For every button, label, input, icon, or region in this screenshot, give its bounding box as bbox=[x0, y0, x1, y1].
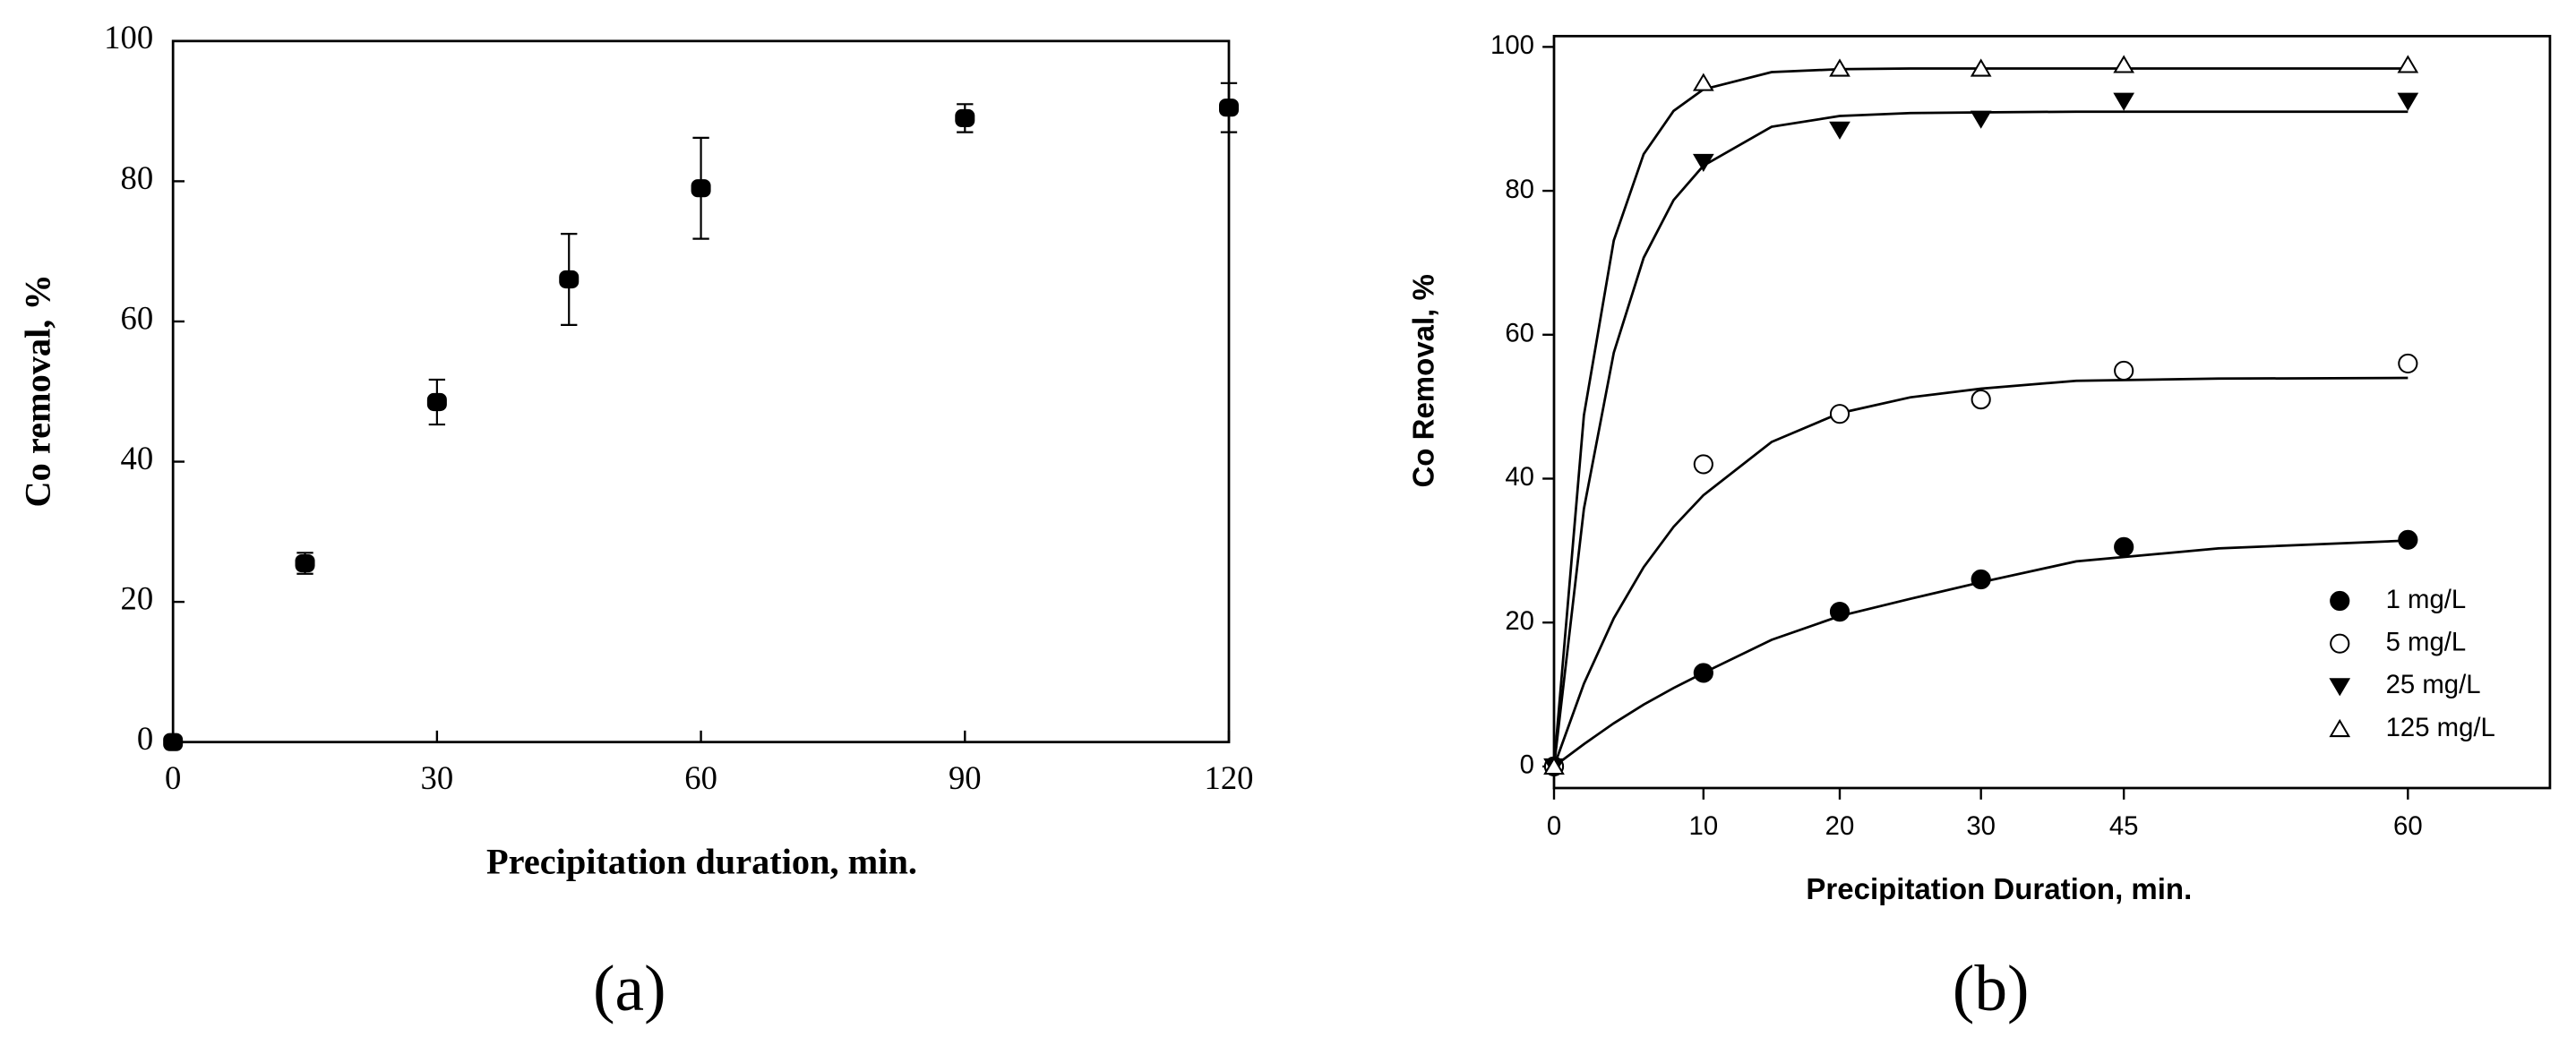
fit-line bbox=[1552, 110, 2409, 767]
marker bbox=[1829, 602, 1850, 622]
caption: (a) bbox=[593, 952, 665, 1024]
x-axis-label: Precipitation Duration, min. bbox=[1806, 872, 2192, 905]
legend-label: 1 mg/L bbox=[2386, 585, 2467, 614]
x-tick-label: 120 bbox=[1205, 759, 1254, 796]
chart: 0 20 40 60 80 100 0 30 60 90 120 Precipitation dura… bbox=[18, 19, 1254, 1024]
y-axis-label: Co Removal, % bbox=[1407, 274, 1440, 487]
marker bbox=[1971, 390, 1991, 410]
y-tick-label: 80 bbox=[1505, 175, 1534, 204]
x-tick-label: 10 bbox=[1689, 811, 1719, 841]
data-point bbox=[295, 553, 315, 573]
legend-marker bbox=[2329, 678, 2351, 697]
x-axis-label: Precipitation duration, min. bbox=[486, 841, 917, 881]
legend-marker bbox=[2329, 718, 2351, 738]
x-tick-label: 90 bbox=[949, 759, 982, 796]
y-tick-label: 60 bbox=[121, 299, 154, 336]
y-tick-label: 100 bbox=[104, 19, 153, 56]
marker bbox=[1692, 73, 1714, 91]
fit-line bbox=[1552, 67, 2409, 767]
fit-line bbox=[1552, 376, 2409, 767]
fit-line bbox=[1553, 539, 2409, 767]
x-tick-label: 45 bbox=[2109, 811, 2139, 841]
y-tick-label: 20 bbox=[1505, 606, 1534, 636]
marker bbox=[2397, 92, 2419, 111]
legend-marker bbox=[2330, 590, 2350, 612]
marker bbox=[2114, 536, 2134, 557]
data-point bbox=[426, 392, 447, 412]
marker bbox=[2113, 55, 2135, 73]
plot-frame bbox=[1552, 34, 2552, 790]
data-point bbox=[691, 179, 711, 198]
legend-label: 25 mg/L bbox=[2386, 670, 2481, 699]
y-tick-label: 0 bbox=[1520, 750, 1534, 780]
x-tick-label: 20 bbox=[1825, 811, 1855, 841]
y-tick-label: 100 bbox=[1490, 30, 1534, 60]
x-tick-label: 60 bbox=[684, 759, 717, 796]
y-tick-label: 60 bbox=[1505, 319, 1534, 348]
x-tick-label: 30 bbox=[1966, 811, 1996, 841]
marker bbox=[2114, 360, 2134, 381]
y-tick-label: 0 bbox=[137, 720, 153, 757]
legend-marker bbox=[2330, 633, 2350, 654]
marker bbox=[1829, 404, 1850, 424]
marker bbox=[1543, 756, 1565, 775]
data-point bbox=[163, 733, 184, 751]
x-tick-label: 0 bbox=[165, 759, 181, 796]
data-point bbox=[955, 108, 975, 128]
marker bbox=[1829, 121, 1850, 140]
marker bbox=[1970, 58, 1992, 77]
y-axis-label: Co removal, % bbox=[18, 274, 58, 507]
marker bbox=[1693, 454, 1713, 475]
marker bbox=[2113, 92, 2135, 111]
y-tick-label: 80 bbox=[121, 159, 154, 196]
marker bbox=[2398, 353, 2418, 374]
marker bbox=[1829, 58, 1850, 77]
x-tick-label: 60 bbox=[2393, 811, 2423, 841]
x-tick-label: 0 bbox=[1547, 811, 1561, 841]
legend-label: 5 mg/L bbox=[2386, 627, 2467, 656]
caption: (b) bbox=[1953, 952, 2030, 1024]
y-tick-label: 20 bbox=[121, 580, 154, 617]
data-point bbox=[1219, 99, 1239, 117]
x-tick-label: 30 bbox=[421, 759, 454, 796]
marker bbox=[2398, 529, 2418, 550]
y-tick-label: 40 bbox=[121, 440, 154, 476]
marker bbox=[1692, 153, 1714, 173]
marker bbox=[1970, 110, 1992, 129]
marker bbox=[1971, 569, 1991, 590]
y-tick-label: 40 bbox=[1505, 462, 1534, 492]
chart: 0 20 40 60 80 100 0 10 20 30 45 60 Precipitation Dur… bbox=[1407, 30, 2552, 1024]
marker bbox=[2397, 55, 2419, 73]
marker bbox=[1693, 663, 1713, 683]
legend-label: 125 mg/L bbox=[2386, 713, 2495, 742]
data-point bbox=[559, 270, 580, 289]
